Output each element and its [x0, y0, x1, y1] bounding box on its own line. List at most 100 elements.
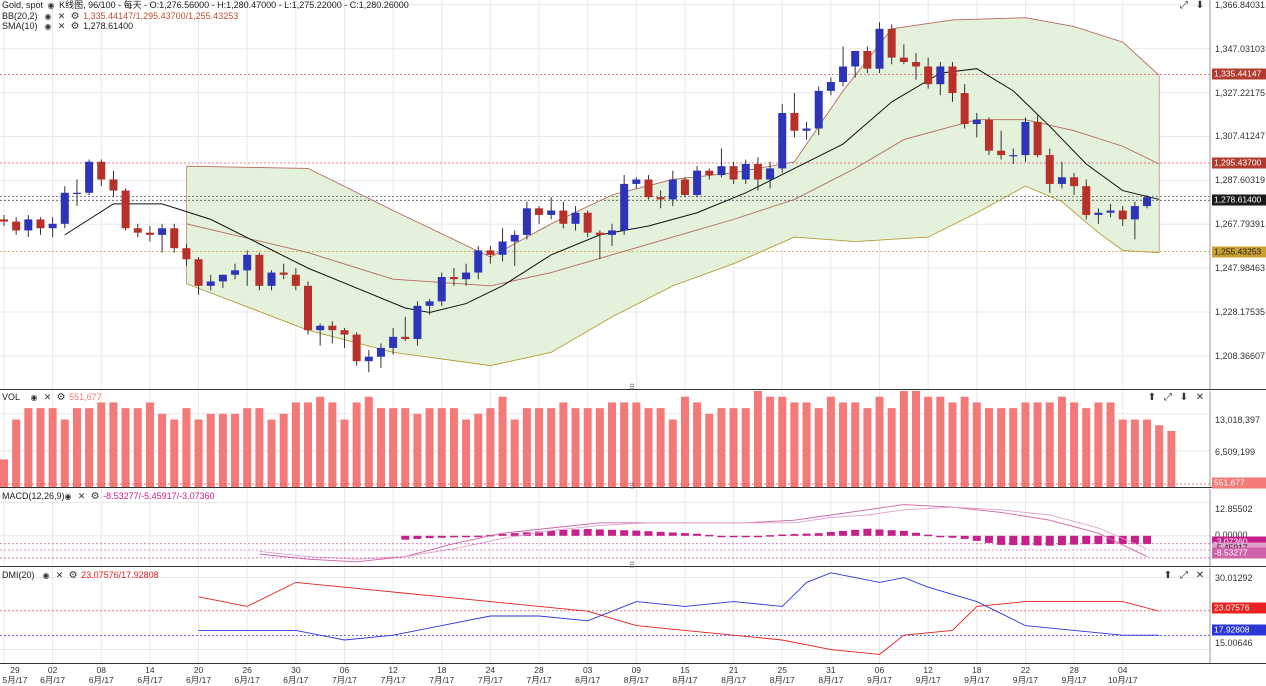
x-axis-month-label: 10月/17 — [1107, 675, 1138, 685]
gear-icon[interactable]: ⚙ — [68, 570, 78, 582]
close-icon[interactable]: ✕ — [57, 21, 66, 32]
macd-histogram-bar — [1082, 535, 1091, 545]
x-axis-day-label: 06 — [874, 665, 885, 675]
x-axis-day-label: 04 — [1117, 665, 1128, 675]
candle-body — [364, 356, 373, 362]
close-icon[interactable]: ✕ — [1195, 392, 1205, 403]
macd-pane[interactable]: MACD(12,26,9) ◉ ✕ ⚙ -8.53277/-5.45917/-3… — [0, 489, 1266, 570]
dmi-pane[interactable]: DMI(20) ◉ ✕ ⚙ 23.07576/17.92808 ⬆ ⤢ ✕ 30.0… — [0, 568, 1266, 664]
x-axis-day-label: 26 — [242, 665, 252, 675]
dmi-chart[interactable] — [0, 568, 1266, 664]
sma-value: 1,278.61400 — [83, 21, 134, 32]
candle-body — [352, 334, 361, 362]
x-axis-day-label: 09 — [631, 665, 642, 675]
volume-chart[interactable] — [0, 391, 1266, 488]
macd-histogram-bar — [620, 530, 629, 536]
gear-icon[interactable]: ⚙ — [90, 491, 100, 503]
visibility-eye-icon[interactable]: ◉ — [30, 393, 38, 403]
x-axis-day-label: 15 — [680, 665, 690, 675]
macd-signal-line — [259, 506, 1148, 560]
volume-bar — [158, 413, 167, 488]
dmi-plus-line — [198, 581, 1160, 655]
volume-bar — [48, 408, 57, 488]
candle-body — [717, 166, 726, 176]
gear-icon[interactable]: ⚙ — [70, 11, 80, 23]
candle-body — [741, 163, 750, 180]
macd-histogram-bar — [1045, 535, 1054, 546]
candle-body — [851, 50, 860, 67]
candle-body — [145, 232, 154, 235]
visibility-eye-icon[interactable]: ◉ — [47, 1, 55, 11]
expand-icon[interactable]: ⤢ — [1180, 0, 1188, 11]
macd-histogram-bar — [1057, 535, 1066, 546]
gear-icon[interactable]: ⚙ — [70, 21, 80, 33]
candle-body — [425, 301, 434, 306]
x-axis-day-label: 28 — [1069, 665, 1079, 675]
volume-bar — [924, 396, 933, 488]
bb-lower-tag: 1,255.43253 — [1212, 246, 1266, 258]
candle-body — [133, 228, 142, 233]
macd-histogram-bar — [535, 531, 544, 536]
arrow-down-icon[interactable]: ⬇ — [1179, 392, 1189, 403]
expand-icon[interactable]: ⤢ — [1164, 392, 1172, 403]
dmi-y-tick: 15.00646 — [1215, 638, 1253, 648]
visibility-eye-icon[interactable]: ◉ — [42, 571, 50, 581]
volume-pane[interactable]: VOL ◉ ✕ ⚙ 551,677 ⬆ ⤢ ⬇ ✕ 13,018,397 6,509,… — [0, 391, 1266, 491]
volume-bar — [839, 402, 848, 488]
vol-value: 551,677 — [69, 392, 102, 403]
gear-icon[interactable]: ⚙ — [56, 392, 66, 404]
volume-bar — [1094, 402, 1103, 488]
bb-values: 1,335.44147/1,295.43700/1,255.43253 — [83, 11, 239, 22]
candle-body — [1021, 121, 1030, 156]
volume-bar — [571, 408, 580, 488]
close-icon[interactable]: ✕ — [43, 392, 52, 403]
price-chart[interactable] — [0, 0, 1266, 390]
price-pane[interactable]: Gold, spot ◉ K线图, 96/100 - 每天 - O:1,276.… — [0, 0, 1266, 392]
price-y-tick: 1,307.41247 — [1215, 131, 1266, 142]
macd-histogram-bar — [705, 534, 714, 537]
candle-body — [535, 208, 544, 215]
visibility-eye-icon[interactable]: ◉ — [64, 492, 72, 502]
volume-bar — [316, 396, 325, 488]
volume-bar — [291, 402, 300, 488]
volume-bar — [826, 396, 835, 488]
pane-resize-handle[interactable]: ⠿ — [629, 482, 635, 491]
candle-body — [243, 254, 252, 271]
arrow-up-icon[interactable]: ⬆ — [1147, 392, 1157, 403]
macd-histogram-bar — [583, 529, 592, 536]
dmi-minus-tag: 17.92808 — [1212, 624, 1266, 636]
volume-bar — [267, 419, 276, 488]
volume-bar — [960, 396, 969, 488]
volume-bar — [437, 408, 446, 488]
candle-body — [218, 274, 227, 282]
macd-histogram-bar — [1021, 535, 1030, 546]
close-icon[interactable]: ✕ — [55, 570, 64, 581]
arrow-down-icon[interactable]: ⬇ — [1195, 0, 1205, 11]
candle-body — [1118, 210, 1127, 220]
candle-body — [1094, 212, 1103, 215]
expand-icon[interactable]: ⤢ — [1180, 570, 1188, 581]
volume-bar — [559, 402, 568, 488]
macd-histogram-bar — [1094, 535, 1103, 545]
pane-resize-handle[interactable]: ⠿ — [629, 383, 635, 392]
macd-chart[interactable] — [0, 489, 1266, 567]
volume-bar — [522, 408, 531, 488]
arrow-up-icon[interactable]: ⬆ — [1163, 570, 1173, 581]
candle-body — [12, 221, 21, 231]
close-icon[interactable]: ✕ — [57, 11, 66, 22]
candle-body — [997, 150, 1006, 156]
candle-body — [255, 254, 264, 286]
x-axis-day-label: 20 — [193, 665, 204, 675]
candle-body — [1082, 186, 1091, 215]
price-pane-controls: ⤢ ⬇ — [1176, 0, 1208, 11]
close-icon[interactable]: ✕ — [77, 491, 86, 502]
visibility-eye-icon[interactable]: ◉ — [44, 22, 52, 32]
candle-body — [72, 192, 81, 194]
volume-bar — [632, 402, 641, 488]
pane-resize-handle[interactable]: ⠿ — [629, 561, 635, 570]
close-icon[interactable]: ✕ — [1195, 570, 1205, 581]
macd-histogram-bar — [632, 530, 641, 536]
visibility-eye-icon[interactable]: ◉ — [44, 12, 52, 22]
candle-body — [583, 212, 592, 233]
volume-bar — [109, 402, 118, 488]
